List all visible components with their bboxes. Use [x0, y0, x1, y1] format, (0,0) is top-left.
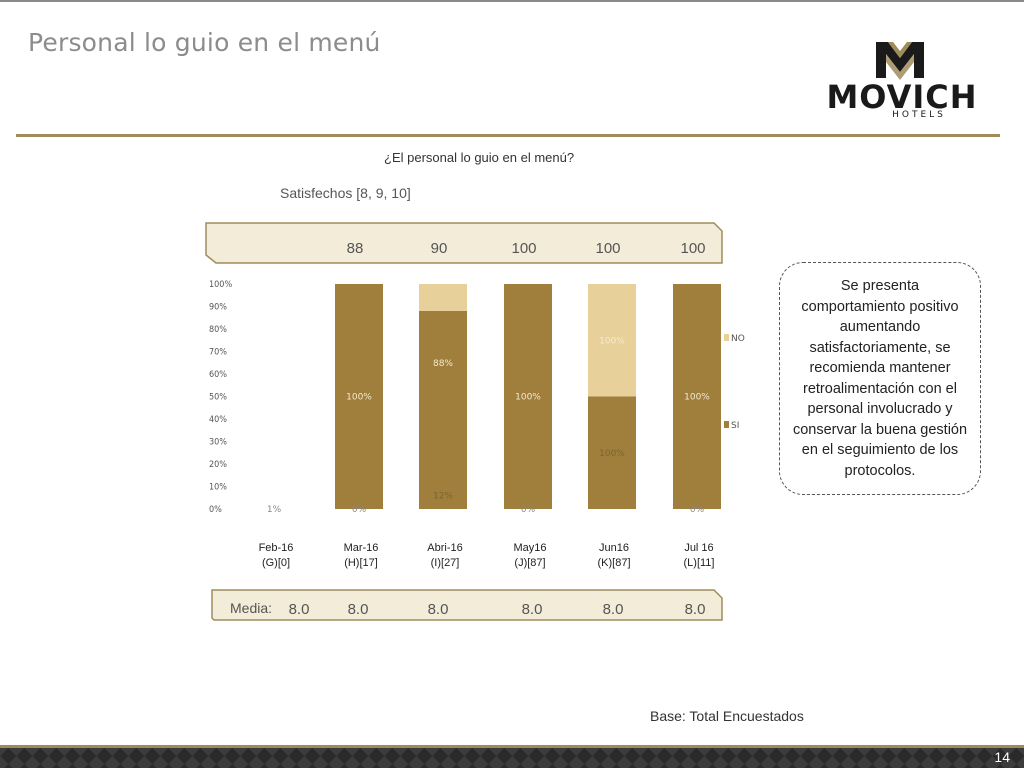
- y-tick-label: 20%: [209, 460, 227, 470]
- legend-label-si: SI: [731, 421, 739, 431]
- x-category-label: Jul 16: [684, 542, 713, 554]
- bar-si: [335, 284, 383, 509]
- bar-no: [588, 284, 636, 397]
- x-category-label: Mar-16: [344, 542, 379, 554]
- footer-pattern-band: [0, 748, 1024, 768]
- y-tick-label: 70%: [209, 348, 227, 358]
- page-number: 14: [994, 749, 1010, 765]
- insight-note: Se presenta comportamiento positivo aume…: [779, 262, 981, 495]
- y-tick-label: 100%: [209, 280, 232, 290]
- x-category-label: (I)[27]: [431, 557, 460, 569]
- bar-si: [419, 311, 467, 509]
- media-value: 8.0: [289, 601, 310, 618]
- satisfechos-value: 100: [680, 240, 705, 257]
- x-category-label: Abri-16: [427, 542, 462, 554]
- y-tick-label: 80%: [209, 325, 227, 335]
- bar-label-si: 100%: [599, 336, 625, 346]
- satisfechos-value: 88: [347, 240, 364, 257]
- zero-label: 1%: [267, 505, 282, 515]
- y-tick-label: 50%: [209, 393, 227, 403]
- bar-label-no: 12%: [433, 492, 453, 502]
- bar-no: [419, 284, 467, 311]
- y-tick-label: 30%: [209, 438, 227, 448]
- bar-label-si: 100%: [515, 393, 541, 403]
- page-title: Personal lo guio en el menú: [28, 28, 381, 57]
- media-value: 8.0: [522, 601, 543, 618]
- y-tick-label: 90%: [209, 303, 227, 313]
- media-label: Media:: [230, 600, 272, 616]
- bar-si: [504, 284, 552, 509]
- media-value: 8.0: [685, 601, 706, 618]
- y-tick-label: 10%: [209, 483, 227, 493]
- y-tick-label: 60%: [209, 370, 227, 380]
- media-banner: [211, 589, 723, 621]
- zero-label: 0%: [690, 505, 705, 515]
- movich-logo: MOVICH HOTELS: [812, 38, 992, 122]
- zero-label: 0%: [352, 505, 367, 515]
- media-value: 8.0: [348, 601, 369, 618]
- satisfechos-value: 100: [511, 240, 536, 257]
- bar-label-si: 88%: [433, 359, 453, 369]
- bar-si: [588, 396, 636, 509]
- logo-name: MOVICH: [826, 78, 978, 116]
- header-rule: [16, 134, 1000, 137]
- legend-swatch-si: [724, 421, 729, 428]
- satisfechos-value: 90: [431, 240, 448, 257]
- x-category-label: (G)[0]: [262, 557, 290, 569]
- bar-label-si: 100%: [684, 393, 710, 403]
- footer-gold-rule: [0, 745, 1024, 748]
- media-value: 8.0: [603, 601, 624, 618]
- x-category-label: (K)[87]: [597, 557, 630, 569]
- chart-subtitle: Satisfechos [8, 9, 10]: [280, 185, 411, 201]
- logo-sub: HOTELS: [892, 110, 946, 120]
- x-category-label: (J)[87]: [514, 557, 545, 569]
- x-category-label: Jun16: [599, 542, 629, 554]
- y-tick-label: 0%: [209, 505, 222, 515]
- bar-label-si: 100%: [346, 393, 372, 403]
- base-note: Base: Total Encuestados: [650, 708, 804, 724]
- legend-swatch-no: [724, 334, 729, 341]
- x-category-label: (H)[17]: [344, 557, 378, 569]
- satisfechos-value: 100: [595, 240, 620, 257]
- x-category-label: May16: [513, 542, 546, 554]
- satisfechos-banner: [205, 222, 723, 264]
- zero-label: 0%: [521, 505, 536, 515]
- top-rule: [0, 0, 1024, 2]
- y-tick-label: 40%: [209, 415, 227, 425]
- chart-title: ¿El personal lo guio en el menú?: [384, 150, 575, 165]
- x-category-label: Feb-16: [259, 542, 294, 554]
- media-value: 8.0: [428, 601, 449, 618]
- insight-note-text: Se presenta comportamiento positivo aume…: [792, 278, 968, 479]
- bar-si: [673, 284, 721, 509]
- x-category-label: (L)[11]: [684, 557, 715, 569]
- legend-label-no: NO: [731, 334, 745, 344]
- movich-logo-mark-icon: [876, 42, 924, 80]
- bar-label-no: 100%: [599, 449, 625, 459]
